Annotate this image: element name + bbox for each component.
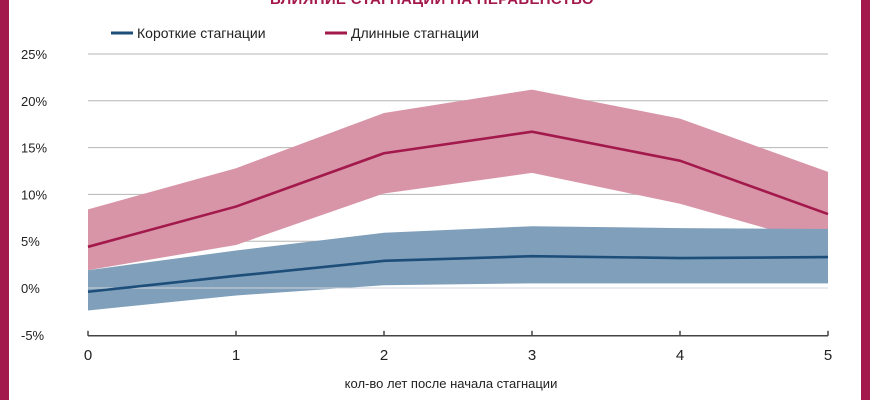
x-tick-label: 0 <box>84 347 92 364</box>
confidence-band <box>88 89 828 271</box>
x-tick-label: 1 <box>232 347 240 364</box>
chart-panel: ВЛИЯНИЕ СТАГНАЦИИ НА НЕРАВЕНСТВО* 25%20%… <box>9 0 861 400</box>
series-line <box>87 254 829 294</box>
legend-label: Короткие стагнации <box>137 25 266 41</box>
y-tick-label: 0% <box>21 281 40 296</box>
line-chart: 25% 20% 15% 10% 5% 0% -5% 0 1 2 3 4 5 кол-во лет посл… <box>21 25 832 391</box>
y-tick-label: -5% <box>21 328 45 343</box>
x-tick-label: 4 <box>676 347 684 364</box>
x-tick-label: 5 <box>824 347 832 364</box>
chart-title: ВЛИЯНИЕ СТАГНАЦИИ НА НЕРАВЕНСТВО* <box>9 0 861 8</box>
confidence-band <box>88 226 828 311</box>
y-tick-label: 20% <box>21 94 47 109</box>
y-tick-label: 15% <box>21 141 47 156</box>
y-tick-label: 25% <box>21 47 47 62</box>
x-tick-label: 2 <box>380 347 388 364</box>
series-line <box>87 130 829 249</box>
y-tick-label: 10% <box>21 187 47 202</box>
x-axis-label: кол-во лет после начала стагнации <box>345 376 558 391</box>
x-tick-label: 3 <box>528 347 536 364</box>
y-tick-label: 5% <box>21 234 40 249</box>
legend-label: Длинные стагнации <box>351 25 479 41</box>
